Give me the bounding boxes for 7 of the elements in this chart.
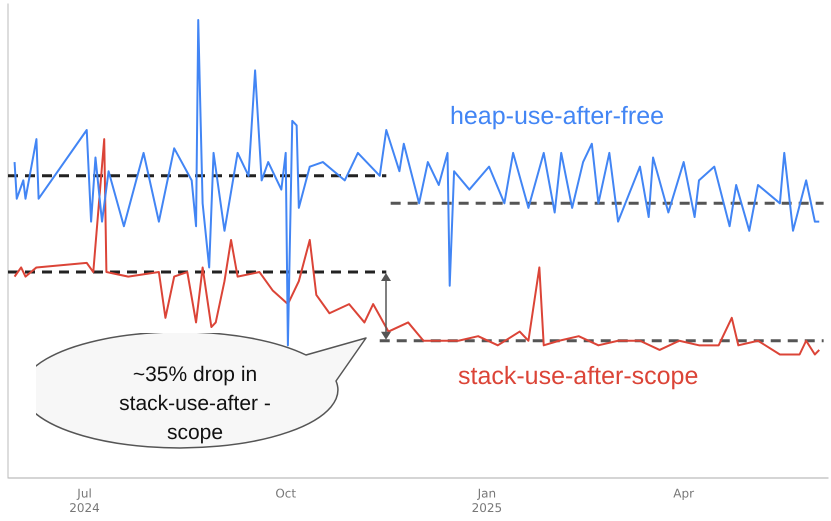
series-label: stack-use-after-scope	[458, 362, 698, 391]
x-tick-label: Apr	[673, 486, 694, 501]
annotation: ~35% drop in stack-use-after -scope	[118, 362, 272, 446]
x-tick-label: Jul 2024	[69, 486, 100, 515]
series-label: heap-use-after-free	[450, 102, 664, 131]
x-tick-label: Jan 2025	[472, 486, 502, 515]
x-tick-label: Oct	[275, 486, 296, 501]
